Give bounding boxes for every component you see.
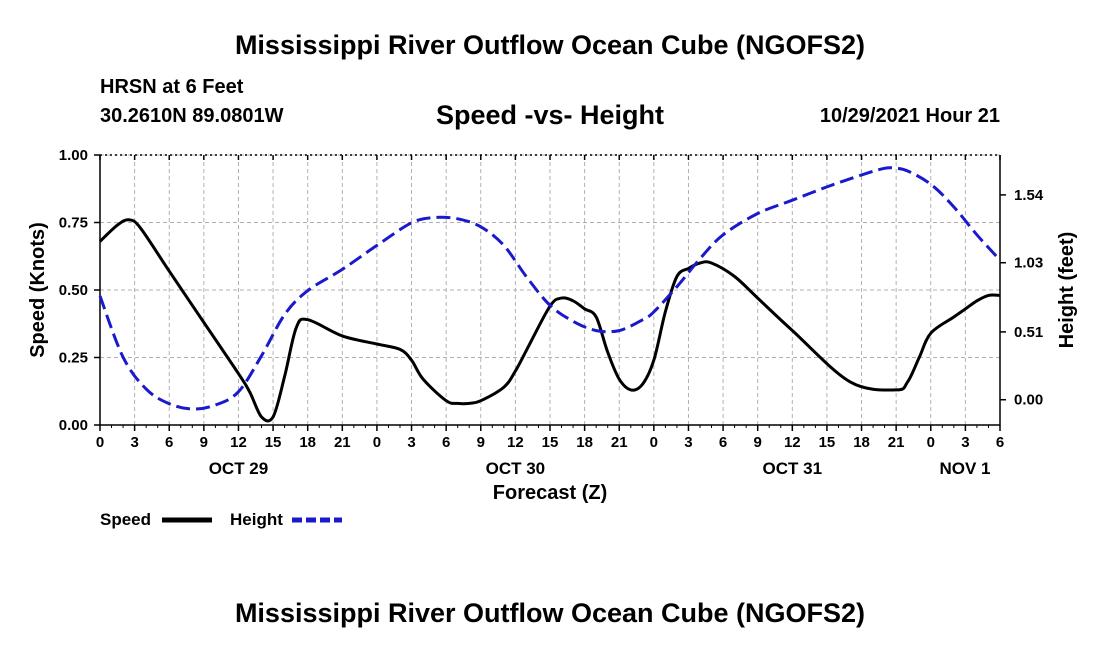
y2-tick-label: 0.51	[1014, 324, 1043, 341]
series-height-line	[98, 166, 1002, 411]
x-tick-label: 6	[165, 434, 173, 451]
x-tick-label: 12	[784, 434, 801, 451]
date-label: OCT 29	[209, 459, 269, 478]
x-tick-label: 3	[684, 434, 692, 451]
y-tick-label: 0.00	[59, 417, 88, 434]
y-tick-label: 0.75	[59, 215, 88, 232]
date-label: OCT 31	[763, 459, 823, 478]
x-tick-label: 18	[576, 434, 593, 451]
x-tick-label: 21	[611, 434, 628, 451]
x-tick-label: 9	[477, 434, 485, 451]
x-tick-label: 18	[299, 434, 316, 451]
x-tick-label: 18	[853, 434, 870, 451]
speed-height-chart: 0 3 6 9 12 15 18 21 0 3 6 9 12 15 18 21 0 3 6 9 12 15 18 21 0 3 6 O…	[27, 147, 1078, 478]
y-tick-label: 0.25	[59, 350, 88, 367]
legend-height-label: Height	[230, 510, 283, 529]
x-tick-label: 15	[819, 434, 836, 451]
x-tick-label: 6	[719, 434, 727, 451]
legend-speed-label: Speed	[100, 510, 152, 529]
y-axis-label: Speed (Knots)	[27, 222, 49, 358]
x-tick-label: 21	[334, 434, 351, 451]
x-tick-label: 21	[888, 434, 905, 451]
x-tick-label: 12	[507, 434, 524, 451]
legend-swatches	[162, 517, 342, 523]
y-tick-label: 1.00	[59, 147, 88, 164]
x-tick-label: 9	[754, 434, 762, 451]
y2-tick-label: 1.54	[1014, 187, 1044, 204]
x-tick-label: 0	[373, 434, 381, 451]
chart-subtitle: Speed -vs- Height	[435, 100, 665, 130]
date-label: OCT 30	[486, 459, 546, 478]
x-tick-label: 0	[96, 434, 104, 451]
x-tick-label: 0	[650, 434, 658, 451]
y2-tick-label: 0.00	[1014, 392, 1043, 409]
x-tick-label: 6	[996, 434, 1004, 451]
y2-tick-label: 1.03	[1014, 255, 1043, 272]
chart-title-repeat: Mississippi River Outflow Ocean Cube (NG…	[234, 598, 866, 628]
x-tick-label: 0	[927, 434, 935, 451]
datetime-label: 10/29/2021 Hour 21	[819, 105, 1000, 127]
y2-axis-label: Height (feet)	[1056, 232, 1078, 349]
coordinates-label: 30.2610N 89.0801W	[100, 105, 284, 127]
x-tick-label: 3	[961, 434, 969, 451]
station-label: HRSN at 6 Feet	[100, 76, 244, 98]
series-speed-line	[98, 218, 1001, 423]
x-axis-label: Forecast (Z)	[492, 482, 608, 504]
x-tick-label: 3	[130, 434, 138, 451]
x-tick-label: 12	[230, 434, 247, 451]
x-tick-label: 15	[542, 434, 559, 451]
x-tick-label: 6	[442, 434, 450, 451]
x-tick-label: 9	[200, 434, 208, 451]
x-tick-label: 15	[265, 434, 282, 451]
chart-title: Mississippi River Outflow Ocean Cube (NG…	[234, 30, 866, 60]
x-tick-label: 3	[407, 434, 415, 451]
y-tick-label: 0.50	[59, 282, 88, 299]
date-label: NOV 1	[939, 459, 990, 478]
